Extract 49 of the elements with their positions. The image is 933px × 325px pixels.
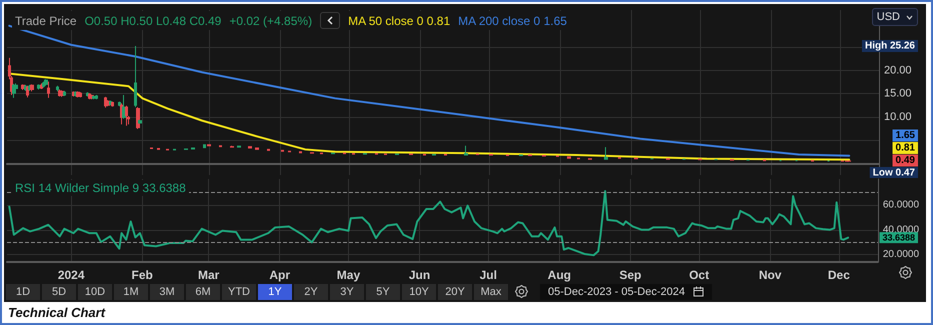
- x-tick-label: Dec: [828, 268, 850, 282]
- text: YTD: [222, 284, 256, 300]
- y-tick-label: 60.0000: [882, 200, 920, 211]
- text: 1D: [6, 284, 40, 300]
- annotation: O0.50 H0.50 L0.48 C0.49: [84, 14, 222, 28]
- annotation: 0.81: [426, 14, 450, 28]
- x-tick-label: Oct: [689, 268, 710, 282]
- series-label: RSI 14 Wilder Simple 9: [15, 181, 140, 195]
- x-tick-label: Aug: [548, 268, 571, 282]
- y-tick-label: 10.00: [884, 110, 912, 123]
- text: 3M: [150, 284, 184, 300]
- text: 2Y: [294, 284, 328, 300]
- text: 20Y: [438, 284, 472, 300]
- text: 10D: [78, 284, 112, 300]
- x-tick-label: Mar: [198, 268, 220, 282]
- text: MA 50 close 0: [348, 14, 424, 28]
- text: 1M: [114, 284, 148, 300]
- y-tick-label: 20.0000: [882, 249, 920, 260]
- text: MA 200 close 0: [458, 14, 540, 28]
- annotation: Low 0.47: [872, 168, 916, 178]
- x-tick-label: 2024: [58, 268, 85, 282]
- y-tick-label: 20.00: [884, 64, 912, 76]
- text: 5Y: [366, 284, 400, 300]
- text: 33.6388: [882, 232, 915, 243]
- x-tick-label: Jun: [408, 268, 430, 282]
- x-tick-label: Jul: [480, 268, 497, 282]
- y-tick-label: 15.00: [884, 88, 912, 100]
- annotation: USD: [876, 11, 900, 23]
- text: 6M: [186, 284, 220, 300]
- x-tick-label: Sep: [619, 268, 642, 282]
- x-tick-label: Nov: [758, 268, 782, 282]
- x-tick-label: May: [336, 268, 360, 282]
- annotation: High 25.26: [864, 40, 916, 52]
- text: 3Y: [330, 284, 364, 300]
- text: 05-Dec-2023 - 05-Dec-2024: [540, 284, 712, 300]
- text: 1Y: [258, 284, 292, 300]
- text: Technical Chart: [8, 305, 106, 320]
- text: 5D: [42, 284, 76, 300]
- text: Max: [474, 284, 508, 300]
- annotation: 33.6388: [142, 181, 186, 195]
- chart-title: Trade Price: [15, 14, 77, 28]
- x-tick-label: Feb: [132, 268, 153, 282]
- text: 0.49: [896, 155, 916, 166]
- annotation: 1.65: [544, 14, 567, 28]
- text: 0.81: [896, 142, 915, 154]
- text: 1.65: [896, 130, 915, 141]
- annotation: +0.02 (+4.85%): [229, 14, 312, 28]
- x-tick-label: Apr: [269, 268, 290, 282]
- text: 10Y: [402, 284, 436, 300]
